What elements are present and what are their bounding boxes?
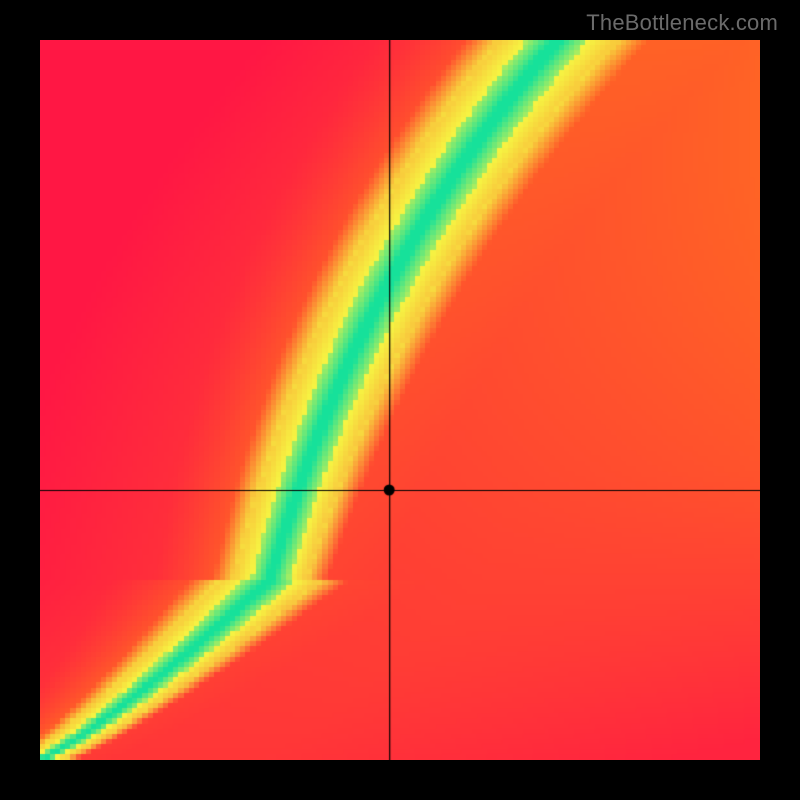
heatmap-canvas [40,40,760,760]
watermark-text: TheBottleneck.com [586,10,778,36]
chart-container: TheBottleneck.com [0,0,800,800]
